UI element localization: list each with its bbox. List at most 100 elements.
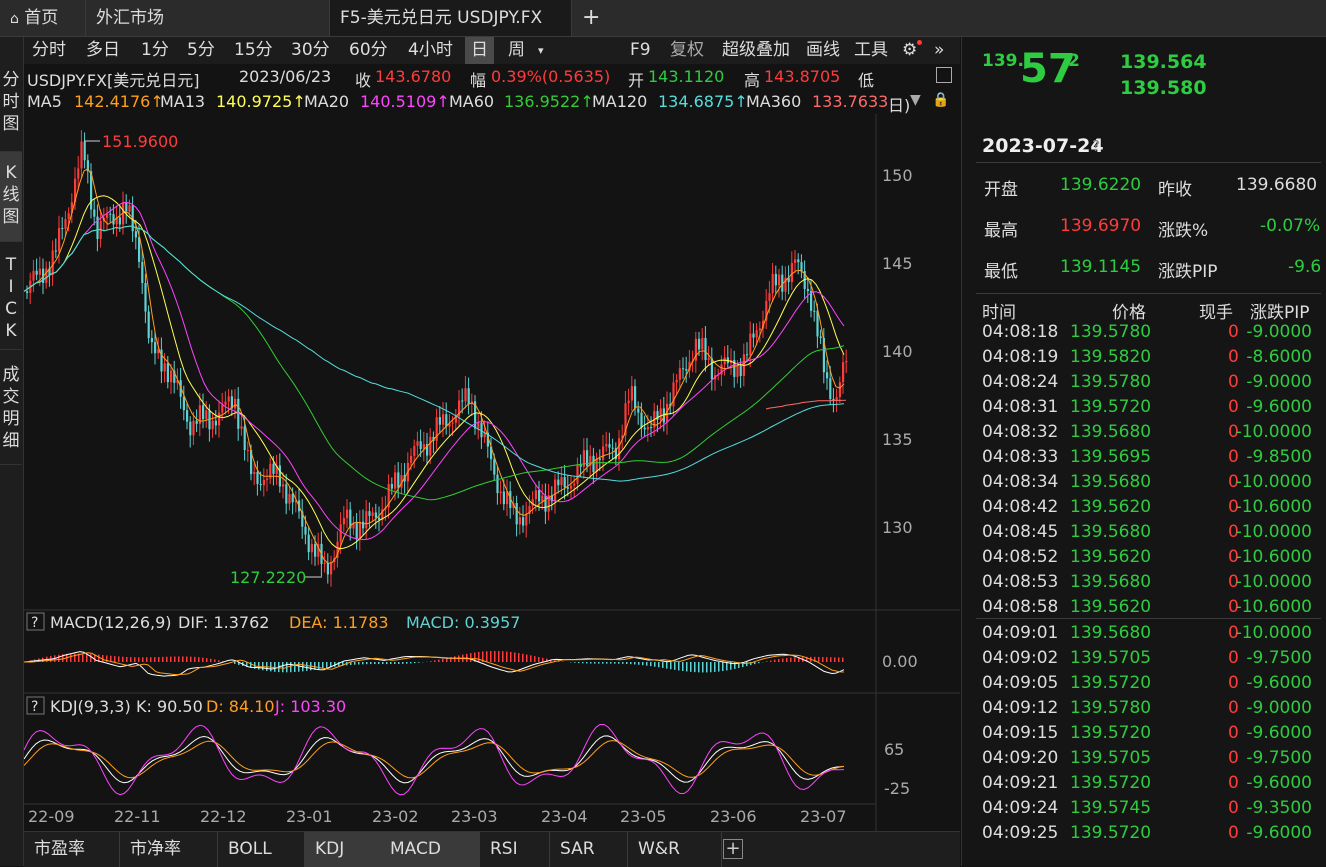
btab-boll[interactable]: BOLL <box>218 832 305 867</box>
candle-body <box>752 334 754 338</box>
ma120-value: 134.6875↑ <box>658 92 748 111</box>
x-label-23-02: 23-02 <box>372 807 419 826</box>
bid-price: 139.564 <box>1120 51 1207 73</box>
candle-body <box>144 283 146 312</box>
tick-time: 04:08:53 <box>982 572 1058 592</box>
vtab-kline[interactable]: K线图 <box>0 152 22 242</box>
macd-bar <box>198 657 200 662</box>
ma20-value: 140.5109↑ <box>360 92 450 111</box>
btab-macd[interactable]: MACD <box>380 832 480 867</box>
tick-header: 时间 价格 现手 涨跌PIP <box>962 298 1312 323</box>
tab-usdjpy[interactable]: F5-美元兑日元 USDJPY.FX <box>330 0 572 36</box>
vtab-deals[interactable]: 成交明细 <box>0 350 22 465</box>
tools-button[interactable]: 工具 <box>854 37 888 64</box>
x-label-23-01: 23-01 <box>286 807 333 826</box>
tick-price: 139.5620 <box>1070 547 1151 567</box>
tab-forex-market[interactable]: 外汇市场 <box>86 0 330 36</box>
period-15min[interactable]: 15分 <box>234 37 273 64</box>
macd-bar <box>374 662 376 664</box>
open-label: 开 <box>628 67 644 91</box>
tick-pip: -10.6000 <box>1236 497 1312 517</box>
tick-time: 04:09:15 <box>982 723 1058 743</box>
period-60min[interactable]: 60分 <box>349 37 388 64</box>
candle-body <box>660 408 662 419</box>
tick-time: 04:08:58 <box>982 597 1058 617</box>
macd-bar <box>358 662 360 664</box>
candle-body <box>573 484 575 486</box>
macd-bar <box>442 659 444 662</box>
collapse-double-chevron-icon[interactable]: » <box>934 37 944 64</box>
tick-price: 139.5680 <box>1070 623 1151 643</box>
macd-bar <box>206 658 208 662</box>
btab-rsi[interactable]: RSI <box>480 832 550 867</box>
macd-bar <box>794 657 796 662</box>
btab-sar[interactable]: SAR <box>550 832 628 867</box>
candle-body <box>679 368 681 380</box>
settings-gear-icon[interactable]: ⚙ <box>902 37 917 64</box>
tick-pip: -9.6000 <box>1246 397 1312 417</box>
period-multiday[interactable]: 多日 <box>86 37 120 64</box>
adjust-button[interactable]: 复权 <box>670 37 704 64</box>
macd-bar <box>842 658 844 662</box>
draw-button[interactable]: 画线 <box>806 37 840 64</box>
tick-pip: -9.6000 <box>1246 773 1312 793</box>
lock-icon[interactable]: 🔒 <box>932 92 949 108</box>
f9-button[interactable]: F9 <box>630 37 651 64</box>
x-label-22-11: 22-11 <box>114 807 161 826</box>
tick-time: 04:09:20 <box>982 748 1058 768</box>
candle-body <box>272 464 274 474</box>
stat-high: 139.6970 <box>1060 216 1141 236</box>
macd-bar <box>722 662 724 671</box>
triangle-down-icon[interactable]: ▼ <box>910 92 921 108</box>
period-week[interactable]: 周 <box>508 37 525 64</box>
layout-grid-icon[interactable] <box>936 67 952 83</box>
btab-pe[interactable]: 市盈率 <box>24 832 120 867</box>
period-1min[interactable]: 1分 <box>141 37 169 64</box>
tick-pip: -9.7500 <box>1246 648 1312 668</box>
candle-body <box>148 312 150 339</box>
vtab-timeshare[interactable]: 分时图 <box>0 37 22 152</box>
ma5-value: 142.4176↑ <box>74 92 164 111</box>
tick-price: 139.5680 <box>1070 522 1151 542</box>
period-timeshare[interactable]: 分时 <box>32 37 66 64</box>
vtab-tick[interactable]: TICK <box>0 242 22 350</box>
tab-home[interactable]: ⌂ 首页 <box>0 0 86 36</box>
macd-bar <box>522 654 524 662</box>
macd-help-icon: ? <box>31 615 38 631</box>
candle-body <box>416 441 418 446</box>
overlay-button[interactable]: 超级叠加 <box>722 37 790 64</box>
macd-bar <box>414 662 416 663</box>
btab-pb[interactable]: 市净率 <box>120 832 218 867</box>
divider <box>976 162 1321 163</box>
add-indicator-button[interactable]: + <box>723 839 743 859</box>
period-day[interactable]: 日 <box>465 37 494 64</box>
new-tab-button[interactable]: + <box>572 0 612 36</box>
period-5min[interactable]: 5分 <box>187 37 215 64</box>
macd-bar <box>766 661 768 662</box>
macd-bar <box>826 657 828 662</box>
price-tick-135: 135 <box>882 430 913 449</box>
candle-body <box>64 219 66 229</box>
candle-body <box>541 496 543 502</box>
macd-bar <box>486 651 488 662</box>
candle-body <box>327 563 329 575</box>
date-help-icon[interactable]: ? <box>1092 137 1100 155</box>
macd-bar <box>530 655 532 662</box>
tick-pip: -9.6000 <box>1246 823 1312 843</box>
macd-bar <box>790 658 792 662</box>
btab-wr[interactable]: W&R <box>628 832 722 867</box>
candle-body <box>429 437 431 456</box>
candle-body <box>644 428 646 430</box>
price-prefix: 139. <box>982 51 1024 71</box>
period-30min[interactable]: 30分 <box>291 37 330 64</box>
period-4h[interactable]: 4小时 <box>408 37 453 64</box>
candle-body <box>52 250 54 275</box>
tick-time: 04:09:24 <box>982 798 1058 818</box>
candle-body <box>775 274 777 285</box>
period-more-dropdown[interactable]: ▾ <box>538 37 544 64</box>
kline-chart[interactable]: 150 145 140 135 130 151.9600 127.2220 ? … <box>24 114 960 831</box>
candle-body <box>522 517 524 525</box>
btab-kdj[interactable]: KDJ <box>305 832 380 867</box>
